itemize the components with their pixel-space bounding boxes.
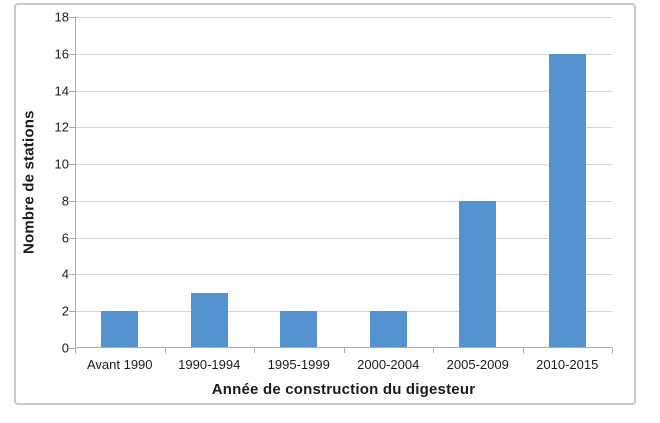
plot-area [69, 17, 613, 353]
grid-line [75, 90, 612, 92]
grid-line [75, 237, 612, 239]
y-tick-label: 14 [54, 83, 69, 99]
bar [459, 200, 497, 348]
y-axis-tick-mark [69, 90, 75, 92]
bar [190, 292, 228, 348]
y-tick-label: 16 [54, 46, 69, 62]
grid-line [75, 127, 612, 129]
y-tick-label: 10 [54, 156, 69, 172]
y-axis-tick-mark [69, 164, 75, 166]
x-axis-line [75, 347, 612, 348]
y-axis-tick-mark [69, 311, 75, 313]
x-axis-tick-mark [254, 348, 255, 353]
y-axis-tick-mark [69, 237, 75, 239]
y-tick-label: 12 [54, 119, 69, 135]
y-tick-label: 2 [61, 303, 69, 319]
x-tick-label: 2010-2015 [536, 357, 599, 372]
bar [280, 311, 318, 348]
bar [369, 311, 407, 348]
y-axis-tick-mark [69, 127, 75, 129]
y-axis-tick-mark [69, 274, 75, 276]
y-tick-label: 0 [61, 340, 69, 356]
x-axis-title: Année de construction du digesteur [211, 381, 476, 398]
y-axis-tick-mark [69, 53, 75, 55]
y-axis-tick-mark [69, 200, 75, 202]
grid-line [75, 53, 612, 55]
x-axis-tick-mark [522, 348, 524, 353]
x-axis-tick-labels: Avant 1990 1990-1994 1995-1999 2000-2004 200… [75, 357, 612, 373]
y-tick-label: 4 [61, 266, 69, 282]
y-axis-tick-labels: 0 2 4 6 8 10 12 14 16 18 [28, 11, 69, 355]
x-tick-label: 2005-2009 [446, 357, 509, 372]
y-axis-line [75, 17, 76, 352]
bars [75, 17, 612, 348]
grid-line [75, 200, 612, 202]
bar [101, 311, 139, 348]
y-tick-label: 8 [61, 193, 69, 209]
x-tick-label: 1995-1999 [267, 357, 330, 372]
grid-line [75, 274, 612, 276]
x-axis-tick-mark [75, 348, 76, 353]
x-tick-label: 2000-2004 [357, 357, 420, 372]
grid-line [75, 164, 612, 166]
x-tick-label: Avant 1990 [86, 357, 153, 372]
bar [548, 53, 586, 348]
chart-frame: Nombre de stations 0 2 4 6 8 10 12 14 16 18 Avant… [14, 3, 636, 405]
grid-line [75, 17, 612, 18]
y-axis-tick-mark [69, 17, 75, 18]
y-tick-label: 6 [61, 230, 69, 246]
grid-line [75, 311, 612, 313]
x-axis-tick-mark [343, 348, 345, 353]
x-axis-tick-mark [433, 348, 434, 353]
x-axis-tick-mark [164, 348, 166, 353]
x-tick-label: 1990-1994 [178, 357, 241, 372]
y-tick-label: 18 [54, 9, 69, 25]
x-axis-tick-mark [612, 348, 613, 353]
y-axis-tick-mark [69, 348, 75, 349]
